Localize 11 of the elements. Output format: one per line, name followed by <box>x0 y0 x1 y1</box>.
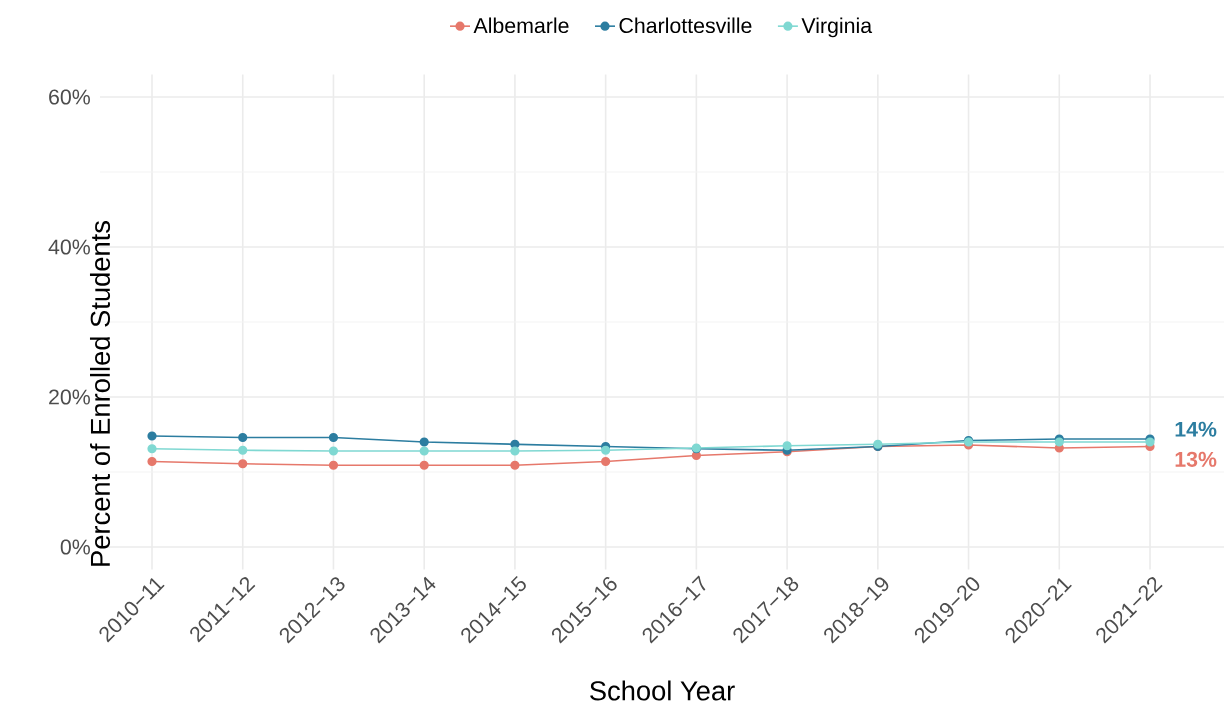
x-axis-title: School Year <box>590 680 735 701</box>
data-label: 14% <box>1175 421 1217 437</box>
data-label: 13% <box>1175 451 1217 467</box>
y-tick-label: 20% <box>49 389 90 405</box>
legend-label: Albemarle <box>473 17 569 34</box>
legend-label: Virginia <box>801 17 873 38</box>
y-tick-label: 0% <box>60 539 90 555</box>
y-tick-label: 60% <box>49 89 90 105</box>
legend-label: Charlottesville <box>619 17 752 34</box>
y-axis-title: Percent of Enrolled Students <box>89 221 111 566</box>
y-tick-label: 40% <box>48 239 90 255</box>
